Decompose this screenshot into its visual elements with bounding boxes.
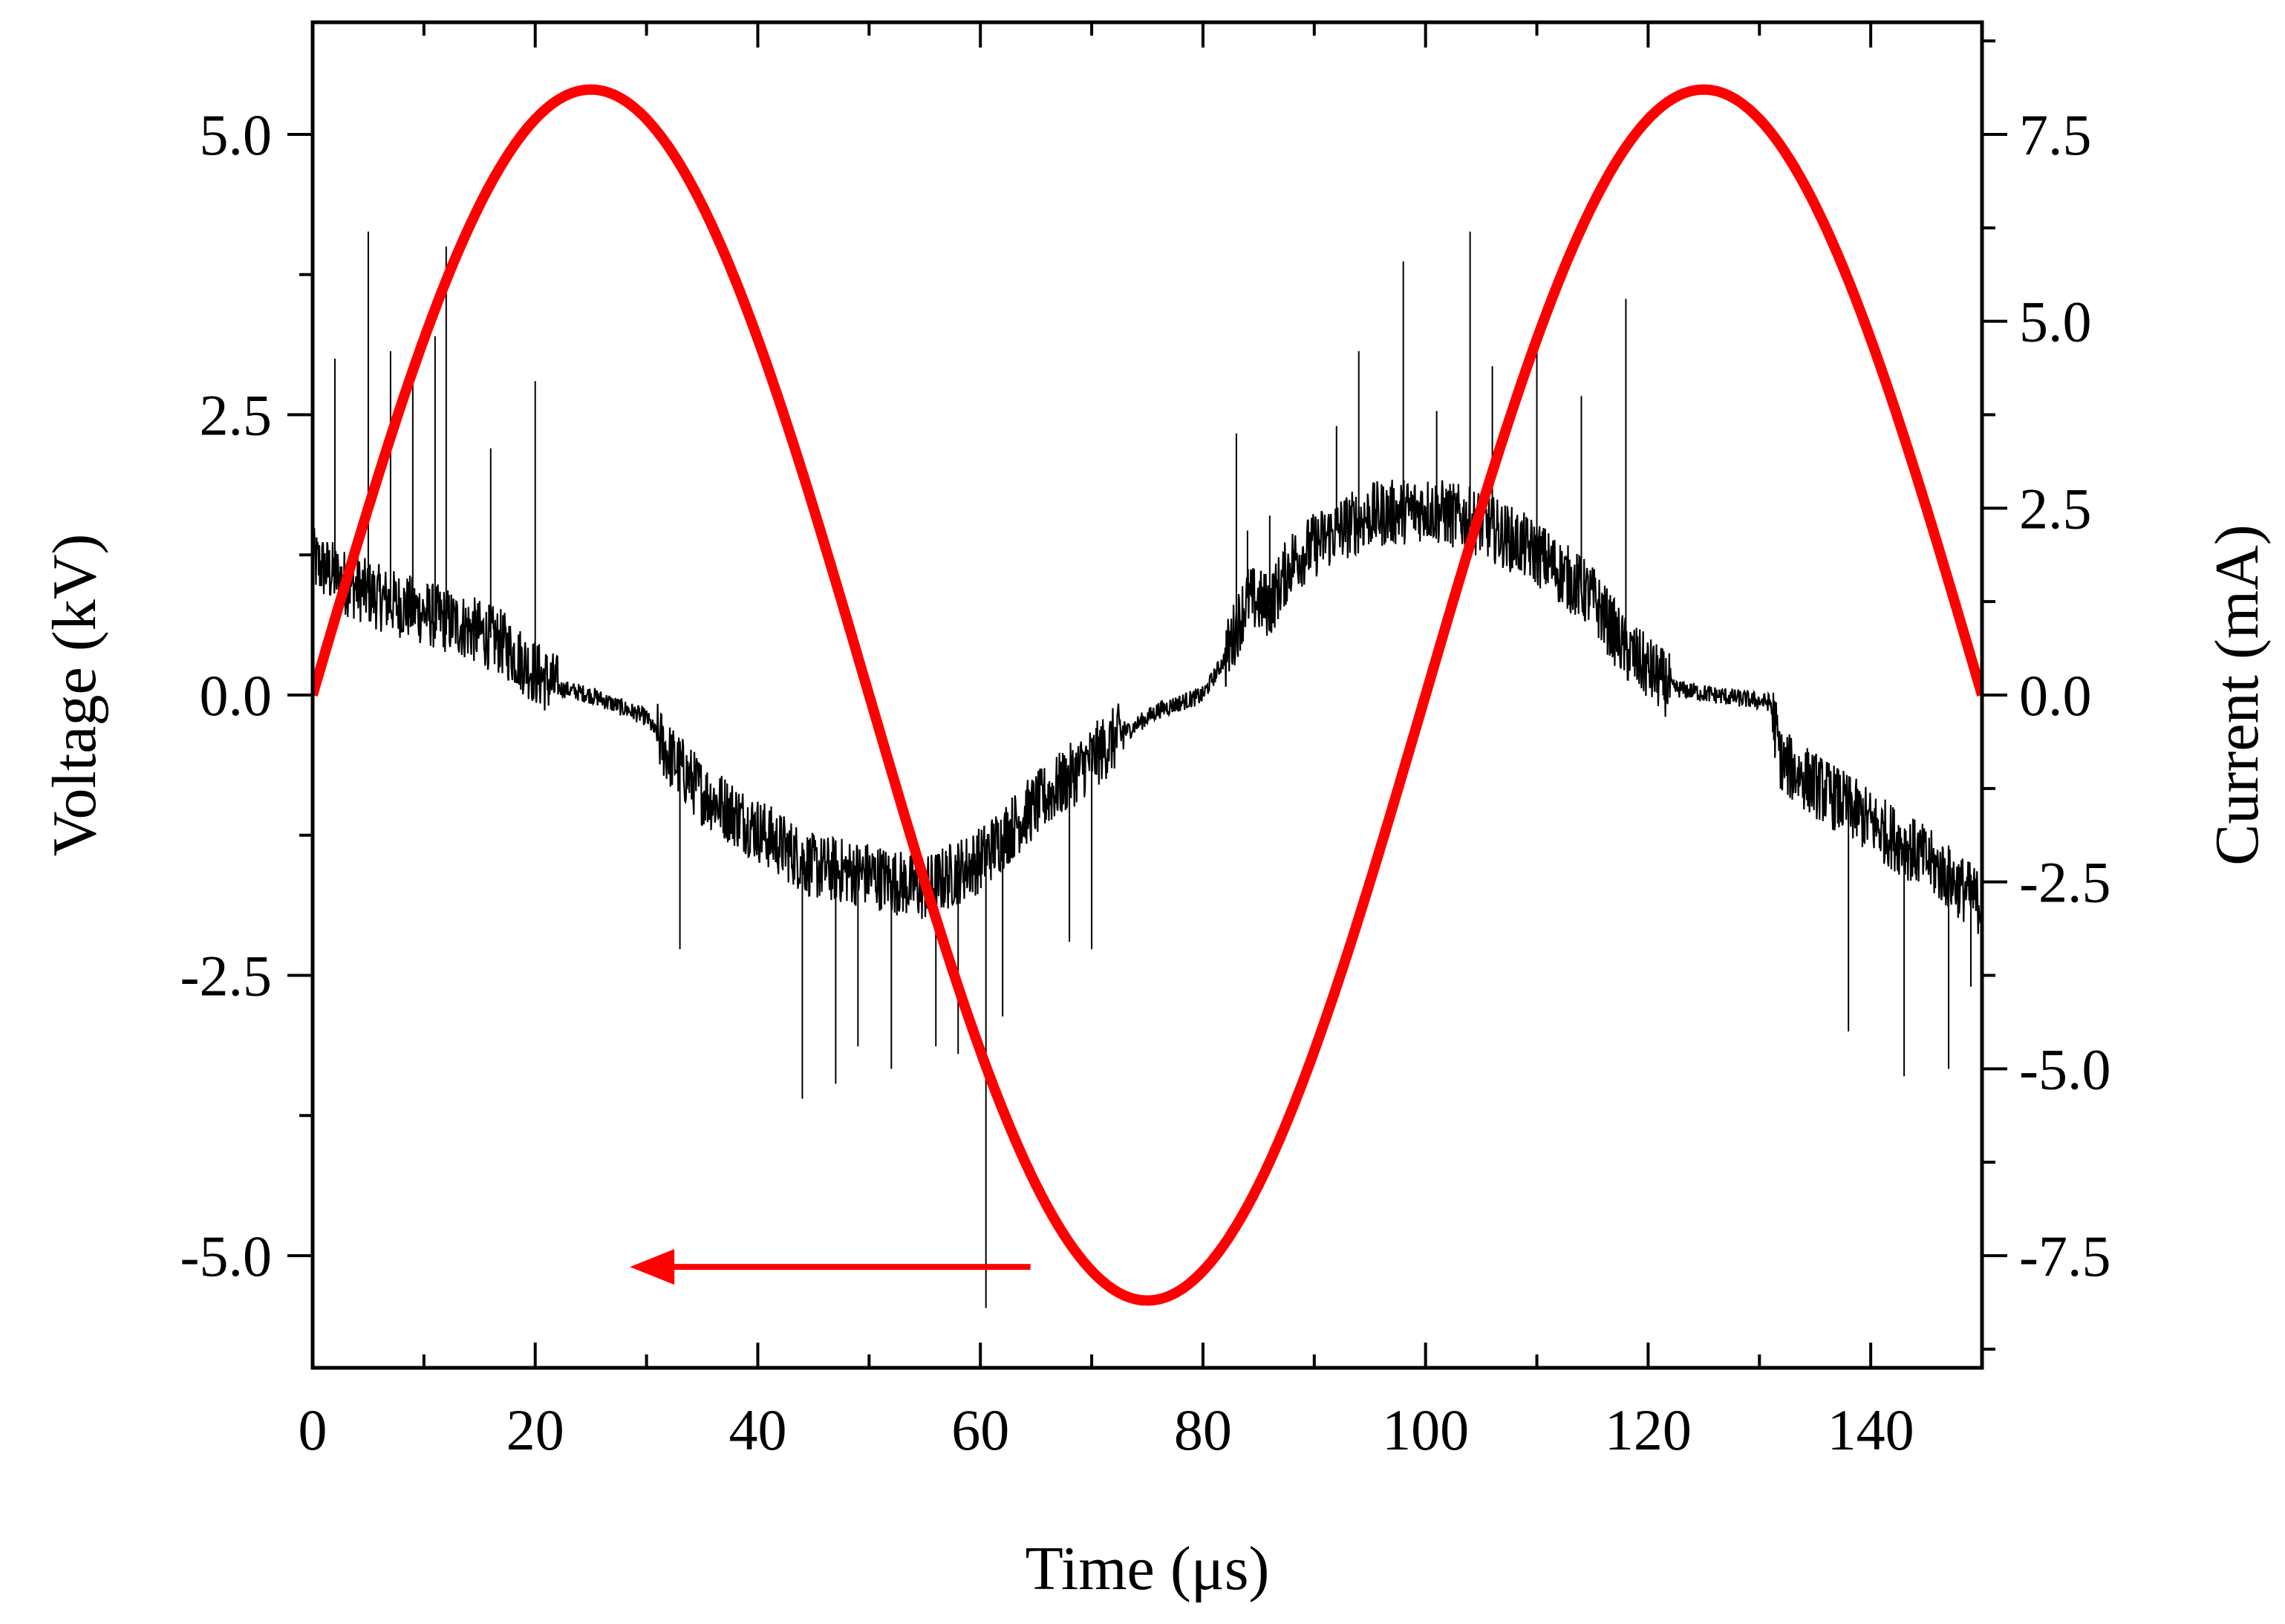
x-tick-label: 20 <box>506 1398 564 1462</box>
annotation-group <box>630 1249 1031 1285</box>
y-right-axis-ticks: -7.5 -5.0 -2.5 0.0 2.5 5.0 7.5 <box>1982 39 2110 1351</box>
y-axis-title: Voltage (kV) <box>40 534 109 857</box>
y-right-tick-label: 0.0 <box>2019 663 2092 728</box>
x-axis-ticks: 0 20 40 60 80 100 120 140 <box>299 22 1914 1462</box>
x-axis-title: Time (μs) <box>1026 1534 1270 1603</box>
y-tick-label: -2.5 <box>180 944 272 1008</box>
y-right-tick-label: 5.0 <box>2019 290 2092 354</box>
current-line <box>313 479 1982 934</box>
x-tick-label: 40 <box>728 1398 786 1462</box>
y-right-tick-label: 2.5 <box>2019 476 2092 541</box>
current-trace-group <box>313 231 1982 1308</box>
y-right-tick-label: -7.5 <box>2019 1224 2110 1288</box>
y-right-axis-title: Current (mA) <box>2203 524 2272 866</box>
voltage-line <box>313 84 1982 1306</box>
x-tick-label: 140 <box>1828 1398 1914 1462</box>
y-right-tick-label: -5.0 <box>2019 1037 2110 1101</box>
x-tick-label: 60 <box>951 1398 1009 1462</box>
y-right-tick-label: 7.5 <box>2019 102 2092 167</box>
x-tick-label: 0 <box>299 1398 327 1462</box>
y-tick-label: 5.0 <box>200 102 273 167</box>
voltage-trace-group <box>313 84 1982 1306</box>
y-tick-label: -5.0 <box>180 1224 272 1288</box>
x-tick-label: 120 <box>1605 1398 1692 1462</box>
x-tick-label: 80 <box>1174 1398 1232 1462</box>
y-tick-label: 0.0 <box>200 663 273 728</box>
arrow-head <box>630 1249 675 1285</box>
plot-area <box>313 84 1982 1308</box>
y-right-tick-label: -2.5 <box>2019 850 2110 915</box>
x-tick-label: 100 <box>1382 1398 1469 1462</box>
y-tick-label: 2.5 <box>200 383 273 448</box>
y-axis-ticks: -5.0 -2.5 0.0 2.5 5.0 <box>180 102 313 1288</box>
